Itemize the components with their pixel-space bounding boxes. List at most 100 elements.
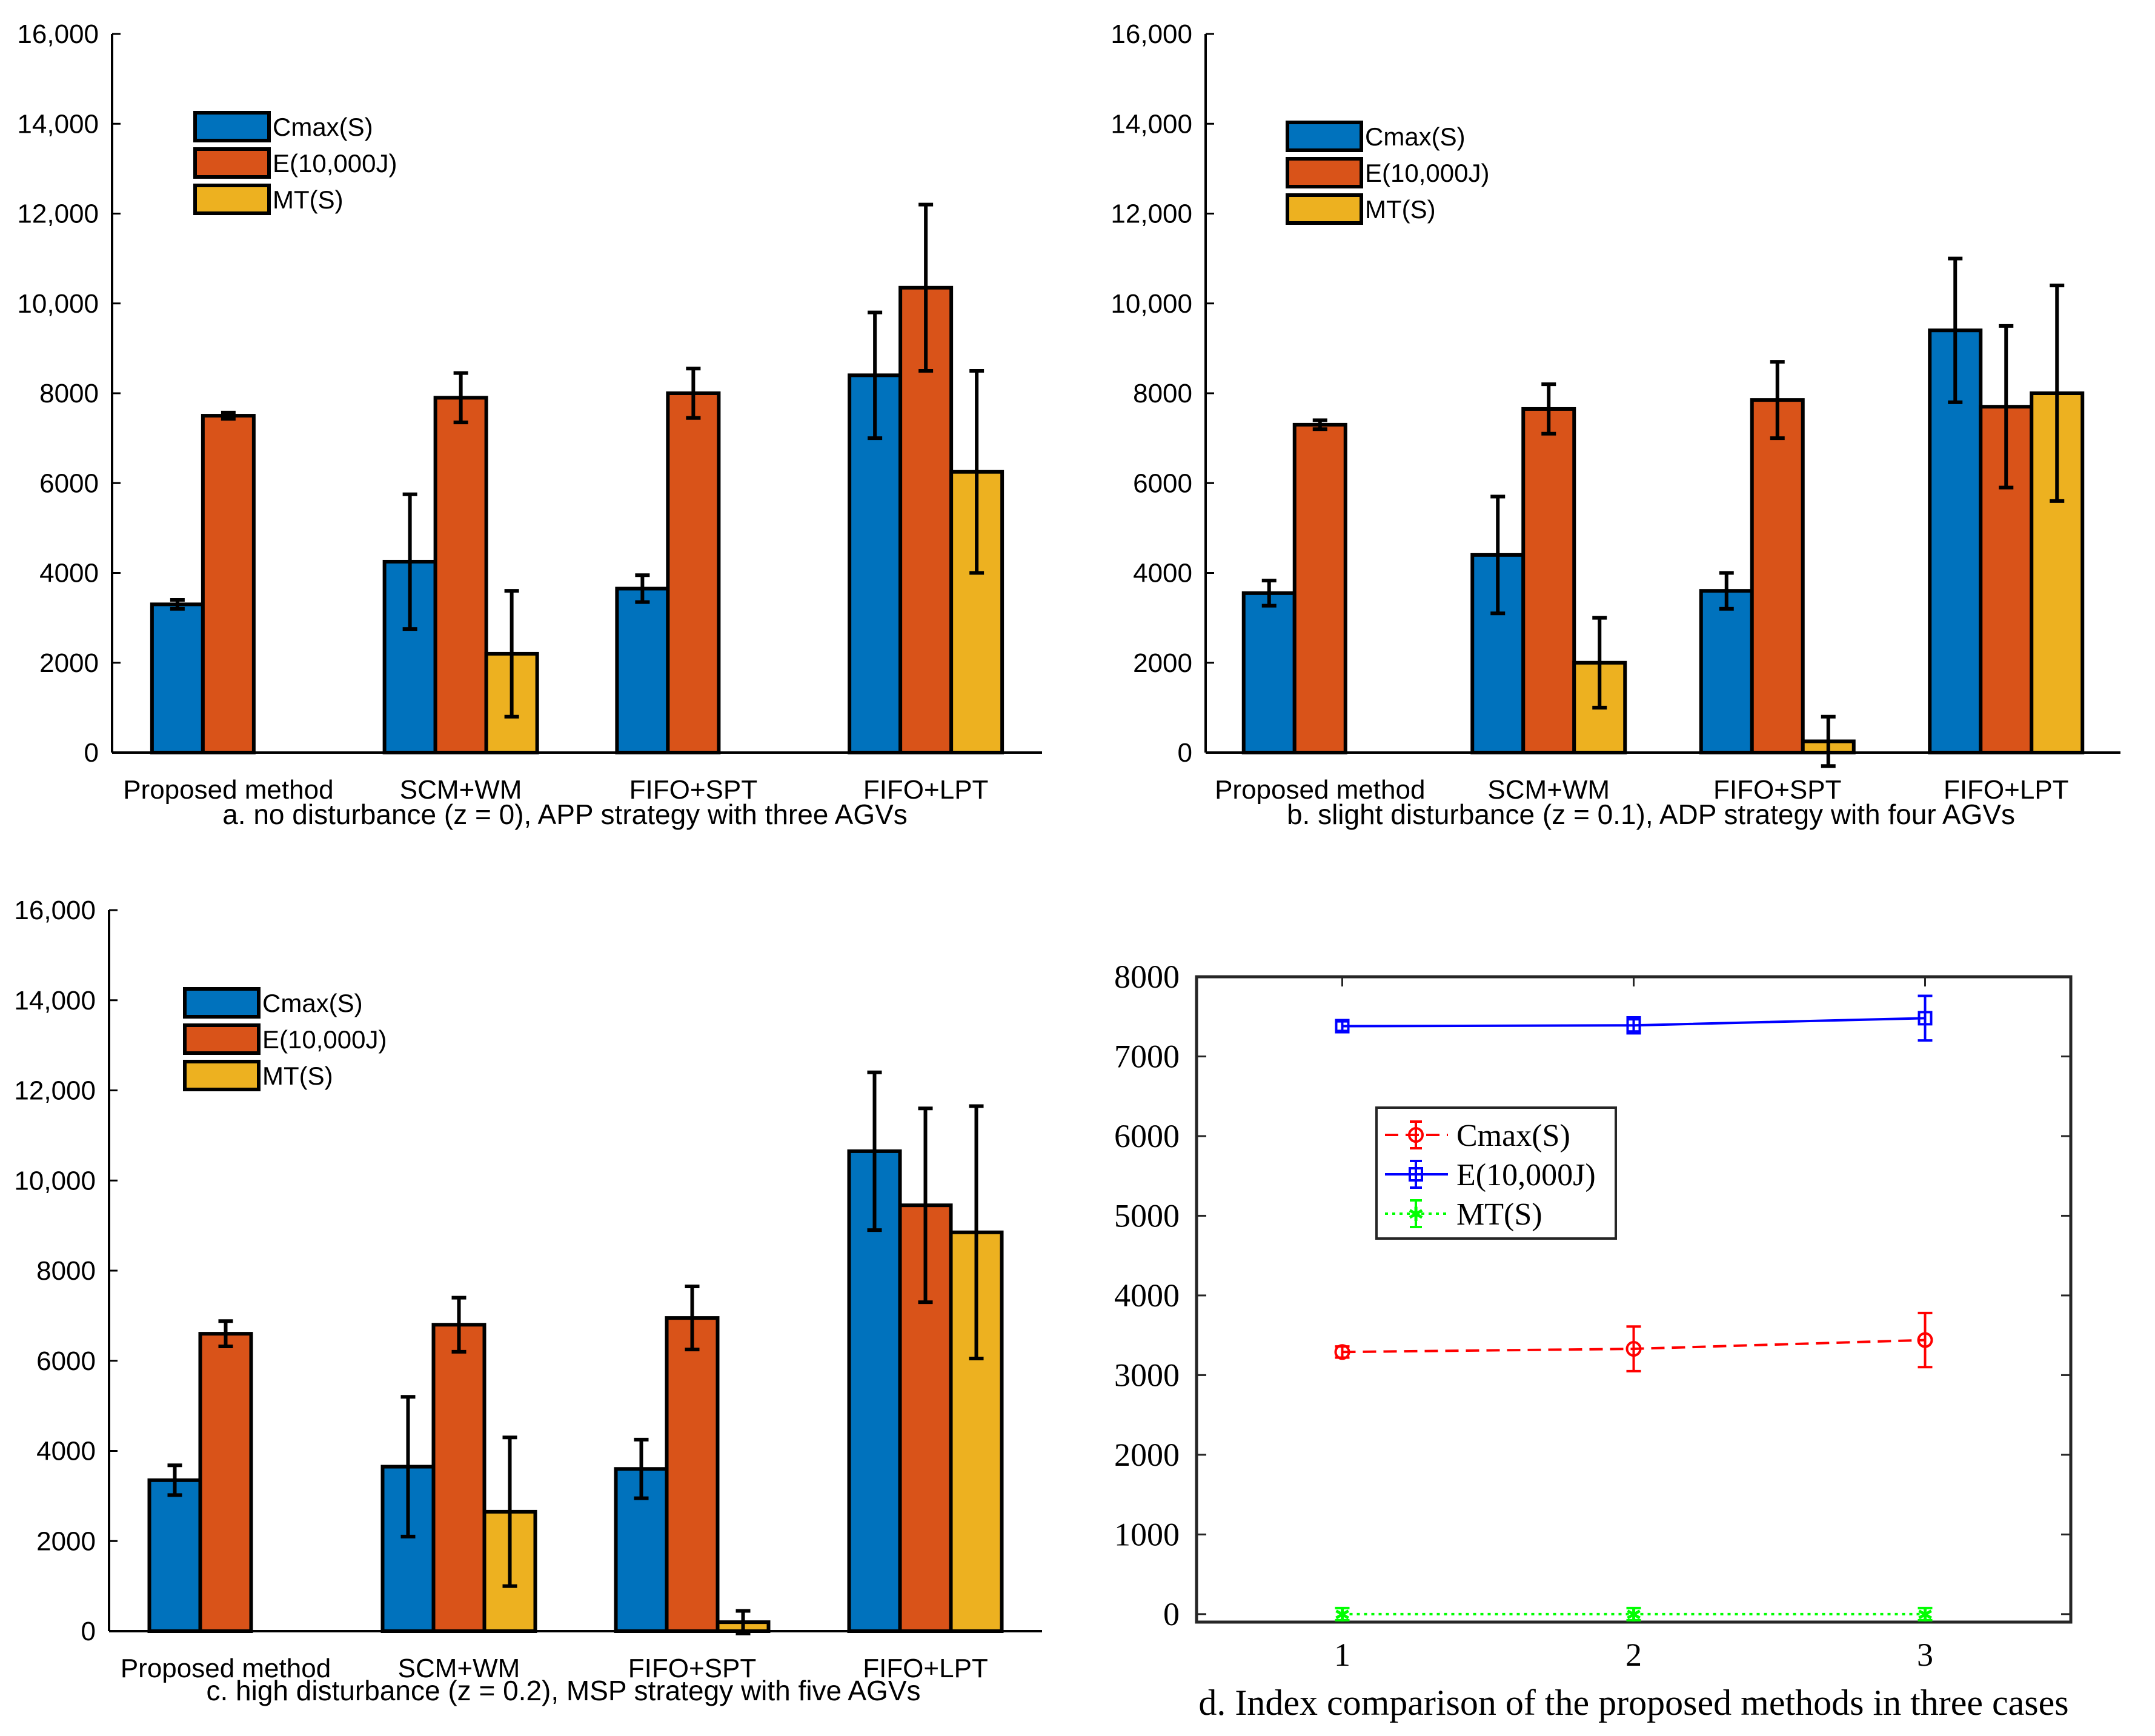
error-bar [402, 492, 417, 631]
marker-star: ✱ [1334, 1603, 1350, 1626]
y-tick-label: 10,000 [1111, 289, 1192, 319]
legend-swatch-cmax-s [193, 111, 271, 142]
y-tick-label: 12,000 [1111, 199, 1192, 229]
marker-circle [1334, 1344, 1350, 1360]
marker-square [1918, 1011, 1933, 1026]
bar-e-10-000j-fifo-spt [666, 391, 721, 754]
x-tick-label: Proposed method [123, 775, 333, 805]
error-bar [918, 202, 934, 373]
error-bar [453, 371, 468, 425]
bar-cmax-s-proposed-method [150, 602, 205, 755]
marker-square [1626, 1018, 1641, 1033]
y-tick-label: 6000 [36, 1346, 96, 1376]
marker-star: ✱ [1917, 1603, 1933, 1626]
legend-label: Cmax(S) [1365, 122, 1466, 151]
y-tick-label: 2000 [1133, 648, 1192, 678]
y-tick-label: 4000 [1114, 1277, 1180, 1314]
y-tick-label: 10,000 [17, 289, 99, 319]
y-tick-label: 0 [1178, 738, 1192, 768]
chart-b: 0 2000 4000 6000 8000 10,000 12,000 14,000 16,00… [1111, 19, 2120, 830]
series-mt-s: ✱ ✱ ✱ [1334, 1603, 1933, 1626]
marker-square [1409, 1167, 1423, 1182]
x-tick-label: SCM+WM [398, 1654, 520, 1683]
bar-cmax-s-proposed-method [147, 1478, 202, 1633]
legend-label: MT(S) [273, 185, 344, 214]
error-bar [1541, 382, 1556, 436]
error-bar [1918, 1606, 1933, 1621]
error-bar [218, 1319, 233, 1348]
legend: Cmax(S) E(10,000J) MT(S) [193, 111, 397, 215]
y-tick-label: 1000 [1114, 1516, 1180, 1552]
x-tick-label: FIFO+LPT [863, 1654, 988, 1683]
legend-label: MT(S) [262, 1062, 333, 1090]
marker-circle [1917, 1332, 1933, 1348]
error-bar [221, 410, 236, 421]
chart-c: 0 2000 4000 6000 8000 10,000 12,000 14,000 16,00… [14, 896, 1042, 1706]
x-tick-label: 1 [1334, 1637, 1350, 1673]
error-bar [451, 1295, 467, 1354]
marker-circle [1408, 1127, 1424, 1143]
y-tick-label: 8000 [39, 379, 99, 408]
error-bar [918, 1106, 933, 1305]
bar-cmax-s-proposed-method [1241, 591, 1297, 754]
chart-a: 0 2000 4000 6000 8000 10,000 12,000 14,000 16,00… [17, 19, 1042, 830]
legend-swatch-cmax-s [1286, 121, 1363, 152]
error-bar [1312, 418, 1327, 431]
legend-swatch-mt-s [183, 1060, 261, 1091]
error-bar [1770, 360, 1785, 441]
legend-error-bar [1410, 1120, 1422, 1149]
error-bar [969, 1104, 984, 1361]
legend-label: E(10,000J) [273, 149, 397, 178]
legend-swatch-cmax-s [183, 987, 261, 1019]
x-tick-label: FIFO+SPT [1713, 775, 1841, 805]
error-bar [170, 597, 185, 611]
y-tick-label: 16,000 [1111, 19, 1192, 49]
y-tick-label: 2000 [1114, 1437, 1180, 1473]
bar-e-10-000j-proposed-method [201, 414, 256, 754]
error-bar [1335, 1606, 1350, 1621]
y-tick-label: 0 [1163, 1596, 1180, 1632]
panel-caption: a. no disturbance (z = 0), APP strategy … [222, 799, 908, 830]
legend-label: Cmax(S) [262, 989, 363, 1017]
error-bar [502, 1435, 517, 1588]
y-tick-label: 16,000 [14, 896, 96, 925]
legend-swatch-mt-s [193, 184, 271, 215]
error-bar [1626, 1606, 1641, 1621]
error-bar [167, 1463, 182, 1497]
y-tick-label: 2000 [36, 1526, 96, 1556]
error-bar [1999, 324, 2014, 490]
y-tick-label: 6000 [1114, 1118, 1180, 1154]
bar-e-10-000j-fifo-spt [1750, 398, 1805, 754]
marker-star: ✱ [1625, 1603, 1642, 1626]
bar-cmax-s-fifo-spt [1699, 589, 1754, 755]
panel-caption: d. Index comparison of the proposed meth… [1198, 1683, 2068, 1723]
y-tick-label: 7000 [1114, 1038, 1180, 1074]
error-bar [1261, 579, 1277, 608]
legend-label: Cmax(S) [1456, 1119, 1570, 1153]
y-tick-label: 16,000 [17, 19, 99, 49]
bar-e-10-000j-scm-wm [431, 1323, 486, 1633]
error-bar [1719, 571, 1734, 611]
error-bar [686, 367, 701, 420]
legend-label: Cmax(S) [273, 113, 373, 141]
y-tick-label: 4000 [1133, 559, 1192, 588]
bar-e-10-000j-fifo-spt [665, 1316, 720, 1633]
error-bar [735, 1609, 751, 1635]
error-bar [867, 1070, 882, 1232]
marker-star: ✱ [1408, 1203, 1424, 1226]
y-tick-label: 4000 [39, 559, 99, 588]
x-tick-label: SCM+WM [1487, 775, 1610, 805]
y-tick-label: 14,000 [14, 986, 96, 1016]
y-tick-label: 14,000 [17, 109, 99, 139]
y-tick-label: 14,000 [1111, 109, 1192, 139]
error-bar [2050, 284, 2065, 503]
error-bar [868, 310, 883, 441]
y-tick-label: 10,000 [14, 1166, 96, 1196]
legend-swatch-mt-s [1286, 193, 1363, 225]
x-tick-label: 2 [1625, 1637, 1642, 1673]
y-tick-label: 6000 [39, 468, 99, 498]
x-tick-label: SCM+WM [400, 775, 522, 805]
bar-e-10-000j-proposed-method [198, 1332, 253, 1633]
